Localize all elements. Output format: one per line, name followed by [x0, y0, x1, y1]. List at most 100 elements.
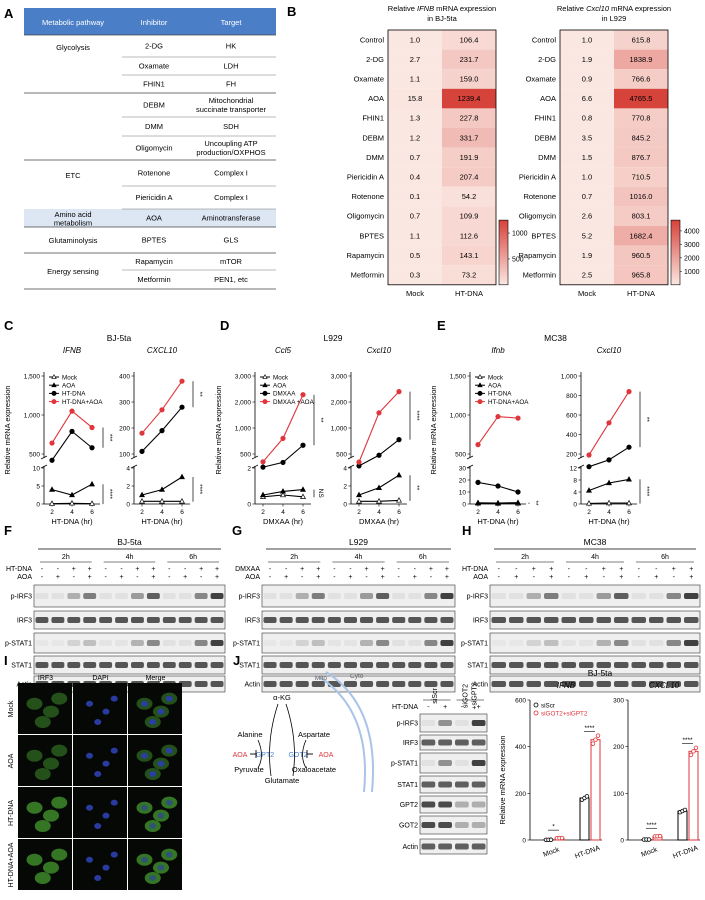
cyto-label: Cyto: [350, 673, 364, 680]
blot-band: [343, 617, 357, 623]
blot-band: [311, 593, 325, 599]
bar-panel-L: BJ-5ta Relative mRNA expression IFNB 600 400…: [498, 668, 700, 860]
blot-band: [421, 843, 436, 850]
heatmap-row-label: Control: [532, 35, 557, 44]
data-point: [69, 428, 75, 434]
blot-band: [311, 617, 325, 623]
heat-value: 1.3: [410, 114, 420, 123]
table-cell-inhibitor: 2-DG: [145, 42, 163, 51]
heat-cell-htdna: [442, 108, 496, 128]
heat-value: 1.1: [410, 231, 420, 240]
cell-dapi: [149, 875, 157, 881]
data-point: [179, 497, 185, 504]
heatmap-title: Relative Cxcl10 mRNA expression: [557, 4, 671, 13]
blot-band: [455, 781, 469, 788]
blot-band: [544, 662, 559, 668]
table-cell-pathway: ETC: [66, 171, 82, 180]
blot-band: [440, 662, 454, 668]
blot-strip: [33, 584, 226, 608]
bar: [688, 750, 699, 841]
blot-band: [392, 617, 406, 623]
data-point: [89, 424, 95, 431]
blot-band: [279, 593, 293, 599]
axis-break: [40, 455, 48, 460]
legend-marker: [51, 390, 57, 396]
blot-band: [194, 593, 208, 599]
blot-band: [471, 781, 486, 788]
table-cell-target: LDH: [223, 62, 238, 71]
y-tick-label: 30: [459, 466, 467, 473]
x-tick-label: Mock: [542, 846, 561, 858]
heat-cell-mock: [388, 30, 442, 50]
heatmap-row-label: DEBM: [534, 133, 556, 142]
blot-band: [210, 640, 224, 646]
blot-band: [67, 640, 81, 646]
blot-band: [684, 681, 699, 687]
y-tick-label: 1,000: [24, 413, 41, 420]
blot-band: [684, 662, 699, 668]
chart-gene-title: CXCL10: [147, 346, 178, 355]
bar-chart-IFNB: IFNB 600 400 200 0 Mock * HT-DNA **** siScrsiGOT2…: [515, 681, 602, 860]
heat-cell-mock: [560, 206, 614, 226]
heat-cell-mock: [388, 206, 442, 226]
table-cell-target: production/OXPHOS: [196, 148, 265, 157]
treatment-sign: +: [135, 566, 139, 573]
heat-value: 0.9: [582, 75, 592, 84]
treatment-sign: -: [638, 566, 641, 573]
heat-cell-htdna: [442, 226, 496, 246]
treatment-sign: -: [498, 574, 501, 581]
heatmap-row-label: Rapamycin: [518, 251, 556, 260]
heatmap-row-label: AOA: [540, 94, 556, 103]
cell-irf3: [34, 872, 51, 884]
blot-band: [115, 662, 128, 668]
treatment-sign: +: [183, 574, 187, 581]
x-tick-label: 2: [261, 509, 265, 516]
y-tick-label: 5: [36, 484, 40, 491]
treatment-sign: -: [184, 566, 187, 573]
data-point: [280, 459, 286, 466]
heat-cell-mock: [388, 49, 442, 70]
blot-band: [471, 822, 486, 828]
color-scale: [670, 219, 681, 286]
heat-value: 207.4: [460, 173, 479, 182]
heat-cell-htdna: [614, 265, 668, 285]
data-point: [396, 497, 402, 503]
blot-band: [631, 662, 646, 668]
blot-band-label: p-IRF3: [397, 721, 419, 728]
sig-label: ****: [646, 822, 657, 829]
blot-band: [162, 593, 176, 599]
data-point: [159, 486, 165, 492]
cell-dapi: [86, 856, 93, 863]
group-label: siGOT2: [462, 684, 469, 708]
cell-dapi: [102, 708, 110, 715]
y-tick-label: 800: [566, 393, 577, 400]
legend-label: Mock: [62, 374, 78, 381]
table-header: [24, 8, 276, 35]
heat-cell-htdna: [442, 265, 496, 285]
x-tick-label: 4: [377, 509, 381, 516]
heatmap-row-label: Oxamate: [526, 75, 556, 84]
heatmap-frame: [387, 29, 497, 286]
heat-value: 0.1: [410, 192, 420, 201]
chart-gene-title: Cxcl10: [597, 346, 622, 355]
blot-band: [440, 681, 454, 687]
heat-value: 54.2: [462, 192, 477, 201]
y-tick-label: 0: [620, 838, 624, 845]
blot-strip: [261, 584, 456, 608]
cell-irf3: [43, 757, 59, 770]
blot-band: [596, 681, 611, 687]
blot-band: [455, 801, 469, 808]
x-tick-label: 4: [496, 509, 500, 516]
heat-value: 227.8: [460, 114, 479, 123]
blot-strip: [489, 675, 701, 693]
blot-band: [471, 760, 486, 766]
sig-label: **: [413, 485, 420, 491]
heatmap-row-label: Metformin: [351, 271, 384, 280]
data-point: [159, 497, 165, 504]
blot-band: [631, 593, 646, 599]
cell-irf3: [26, 697, 43, 710]
heat-value: 159.0: [460, 75, 479, 84]
blot-band: [666, 640, 681, 646]
y-tick-label: 2: [126, 484, 130, 491]
y-tick-label: 4: [573, 490, 577, 497]
